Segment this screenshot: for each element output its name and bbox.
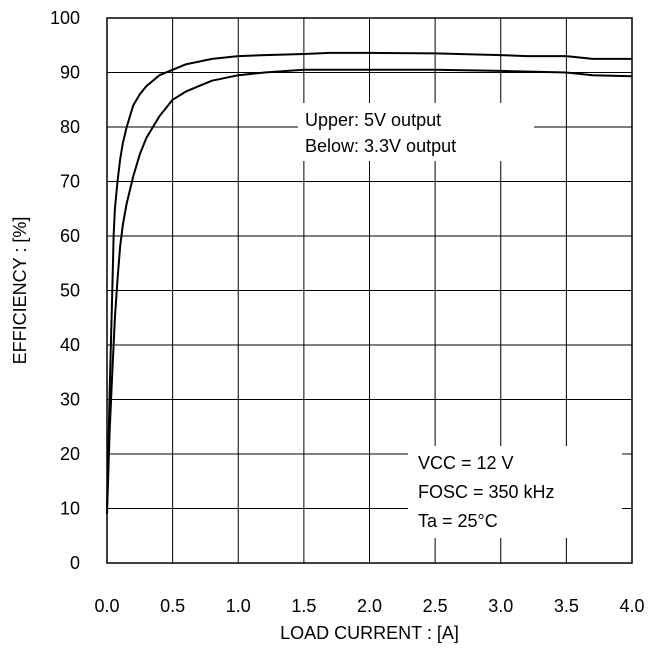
x-tick-label: 2.5 — [423, 596, 448, 616]
plot-frame — [106, 17, 633, 564]
y-tick-labels: 0 10 20 30 40 50 60 70 80 90 100 — [50, 8, 80, 573]
series-lines — [106, 51, 633, 515]
conditions-note-background — [408, 446, 622, 538]
y-tick-label: 90 — [60, 63, 80, 83]
x-tick-labels: 0.0 0.5 1.0 1.5 2.0 2.5 3.0 3.5 4.0 — [94, 596, 644, 616]
series-note-below: Below: 3.3V output — [305, 136, 456, 156]
x-tick-label: 3.5 — [554, 596, 579, 616]
y-tick-label: 20 — [60, 444, 80, 464]
x-tick-label: 0.0 — [94, 596, 119, 616]
x-tick-label: 1.5 — [291, 596, 316, 616]
y-tick-label: 70 — [60, 172, 80, 192]
condition-fosc: FOSC = 350 kHz — [418, 482, 555, 502]
x-tick-label: 3.0 — [488, 596, 513, 616]
y-tick-label: 100 — [50, 8, 80, 28]
conditions-note: VCC = 12 V FOSC = 350 kHz Ta = 25°C — [408, 446, 622, 538]
x-tick-label: 2.0 — [357, 596, 382, 616]
x-tick-label: 1.0 — [226, 596, 251, 616]
condition-ta: Ta = 25°C — [418, 511, 498, 531]
condition-vcc: VCC = 12 V — [418, 453, 514, 473]
x-tick-label: 0.5 — [160, 596, 185, 616]
series-line-below — [106, 68, 633, 515]
y-tick-label: 10 — [60, 499, 80, 519]
y-tick-label: 40 — [60, 335, 80, 355]
y-tick-label: 60 — [60, 226, 80, 246]
y-tick-label: 30 — [60, 390, 80, 410]
x-axis-label: LOAD CURRENT : [A] — [280, 623, 459, 643]
series-note: Upper: 5V output Below: 3.3V output — [298, 103, 534, 161]
y-tick-label: 50 — [60, 281, 80, 301]
y-tick-label: 0 — [70, 553, 80, 573]
x-tick-label: 4.0 — [619, 596, 644, 616]
series-note-background — [298, 103, 534, 161]
y-tick-label: 80 — [60, 117, 80, 137]
y-axis-label: EFFICIENCY : [%] — [10, 217, 30, 365]
series-line-upper — [106, 51, 632, 509]
series-note-upper: Upper: 5V output — [305, 110, 441, 130]
